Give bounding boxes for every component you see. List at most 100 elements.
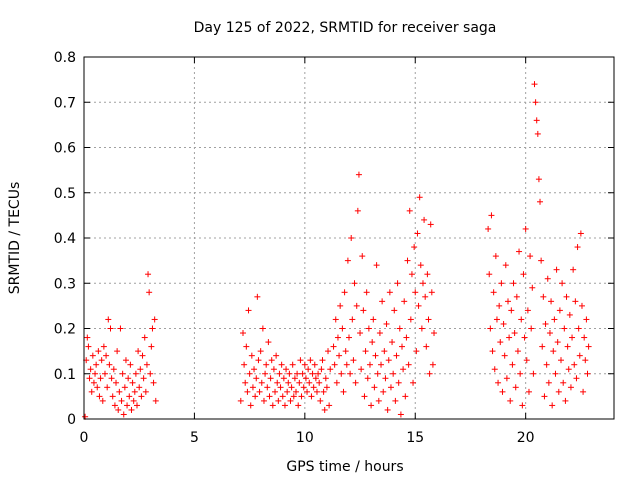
- data-point: [428, 289, 435, 296]
- data-point: [565, 366, 572, 373]
- data-point: [419, 280, 426, 287]
- data-point: [525, 388, 532, 395]
- data-point: [516, 248, 523, 255]
- data-point: [340, 388, 347, 395]
- data-point: [542, 320, 549, 327]
- data-point: [378, 361, 385, 368]
- data-point: [138, 393, 145, 400]
- data-point: [323, 384, 330, 391]
- x-tick-label: 15: [406, 430, 424, 446]
- data-point: [113, 379, 120, 386]
- data-point: [119, 370, 126, 377]
- data-point: [571, 361, 578, 368]
- data-point: [414, 230, 421, 237]
- data-point: [147, 370, 154, 377]
- data-point: [286, 370, 293, 377]
- data-point: [423, 343, 430, 350]
- data-point: [289, 361, 296, 368]
- data-point: [134, 402, 140, 409]
- data-point: [264, 384, 271, 391]
- data-point: [302, 375, 309, 382]
- x-tick-label: 5: [190, 430, 199, 446]
- data-point: [263, 361, 270, 368]
- data-point: [318, 366, 325, 373]
- data-point: [285, 379, 292, 386]
- data-point: [150, 379, 157, 386]
- data-point: [501, 352, 508, 359]
- data-point: [249, 384, 256, 391]
- data-point: [276, 370, 283, 377]
- data-point: [316, 379, 323, 386]
- data-point: [583, 316, 590, 323]
- data-point: [416, 194, 423, 201]
- data-point: [511, 330, 518, 337]
- data-point: [555, 388, 562, 395]
- data-point: [117, 325, 124, 332]
- data-point: [330, 343, 337, 350]
- data-point: [492, 253, 499, 260]
- data-point: [95, 348, 102, 355]
- data-point: [519, 402, 526, 409]
- data-point: [576, 352, 583, 359]
- data-point: [349, 316, 356, 323]
- data-point: [260, 397, 267, 404]
- data-point: [287, 397, 294, 404]
- data-point: [305, 366, 312, 373]
- data-point: [415, 302, 422, 309]
- data-point: [508, 307, 515, 314]
- data-point: [412, 289, 419, 296]
- data-point: [559, 280, 566, 287]
- data-point: [258, 379, 265, 386]
- data-point: [392, 397, 399, 404]
- data-point: [366, 361, 373, 368]
- data-point: [270, 366, 277, 373]
- data-point: [247, 402, 254, 409]
- data-point: [365, 325, 372, 332]
- data-point: [486, 271, 493, 278]
- data-point: [523, 357, 530, 364]
- data-point: [85, 343, 92, 350]
- data-point: [427, 221, 434, 228]
- data-point: [522, 225, 529, 232]
- data-point: [94, 384, 101, 391]
- data-point: [240, 330, 246, 337]
- chart-title: Day 125 of 2022, SRMTID for receiver sag…: [194, 20, 497, 36]
- data-point: [350, 357, 357, 364]
- data-point: [418, 325, 425, 332]
- data-point: [361, 393, 368, 400]
- data-point: [97, 375, 104, 382]
- data-point: [131, 388, 138, 395]
- data-point: [343, 361, 350, 368]
- data-point: [244, 388, 251, 395]
- data-point: [337, 302, 344, 309]
- data-point: [140, 375, 147, 382]
- data-point: [402, 393, 409, 400]
- data-point: [341, 289, 348, 296]
- data-point: [312, 375, 319, 382]
- data-point: [376, 330, 383, 337]
- data-point: [584, 370, 591, 377]
- data-point: [399, 343, 405, 350]
- data-point: [326, 402, 333, 409]
- data-point: [507, 397, 514, 404]
- data-point: [410, 379, 417, 386]
- data-point: [311, 361, 318, 368]
- data-point: [277, 384, 284, 391]
- data-point: [242, 379, 249, 386]
- data-point: [502, 262, 509, 269]
- data-point: [279, 393, 286, 400]
- data-point: [413, 348, 420, 355]
- data-point: [394, 280, 401, 287]
- data-point: [118, 397, 125, 404]
- data-point: [339, 325, 346, 332]
- data-point: [252, 393, 259, 400]
- data-point: [487, 325, 494, 332]
- data-point: [321, 406, 328, 413]
- data-point: [120, 411, 127, 418]
- data-point: [245, 307, 252, 314]
- data-point: [383, 320, 390, 327]
- data-point: [357, 330, 364, 337]
- data-point: [300, 384, 307, 391]
- data-point: [107, 325, 114, 332]
- data-point: [354, 207, 361, 214]
